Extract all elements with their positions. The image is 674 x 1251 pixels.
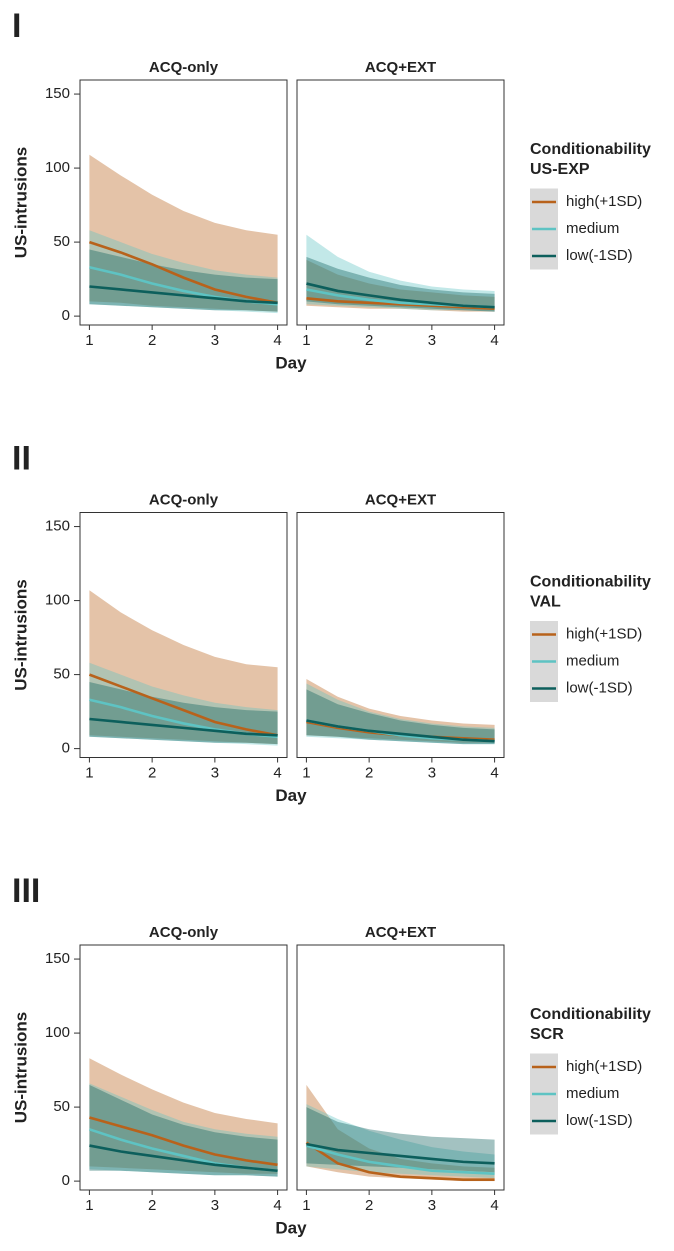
- trend-line: [89, 1144, 278, 1173]
- panel-border: [79, 944, 288, 1191]
- x-tick-label: 4: [490, 332, 498, 349]
- y-tick-label: 150: [45, 950, 70, 967]
- y-axis-label: US-intrusions: [11, 147, 30, 258]
- x-axis-label: Day: [275, 353, 307, 372]
- trend-line: [89, 1116, 278, 1167]
- trend-line: [306, 1142, 495, 1165]
- trend-line: [306, 719, 495, 743]
- y-tick-label: 50: [53, 666, 70, 683]
- legend-label: medium: [566, 220, 619, 237]
- legend-label: high(+1SD): [566, 1058, 642, 1075]
- facet-title: ACQ-only: [149, 924, 219, 941]
- x-tick-label: 1: [302, 332, 310, 349]
- x-axis-label: Day: [275, 1218, 307, 1237]
- legend-label: low(-1SD): [566, 679, 633, 696]
- trend-line: [89, 240, 278, 305]
- x-tick-label: 3: [211, 764, 219, 781]
- panel-border: [79, 79, 288, 326]
- trend-line: [305, 1141, 495, 1181]
- x-tick-label: 3: [428, 332, 436, 349]
- x-axis-label: Day: [275, 786, 307, 805]
- y-tick-label: 150: [45, 85, 70, 102]
- x-tick-label: 3: [428, 1197, 436, 1214]
- panel-border: [296, 79, 505, 326]
- confidence-band: [89, 249, 278, 312]
- confidence-band: [89, 590, 278, 745]
- panel-label: II: [12, 439, 31, 477]
- trend-line: [306, 282, 495, 309]
- x-tick-label: 2: [365, 764, 373, 781]
- legend-subtitle: SCR: [530, 1026, 564, 1043]
- x-tick-label: 3: [211, 332, 219, 349]
- x-tick-label: 4: [490, 1197, 498, 1214]
- y-tick-label: 150: [45, 518, 70, 535]
- facet-title: ACQ+EXT: [365, 491, 436, 508]
- y-tick-label: 100: [45, 592, 70, 609]
- legend-title: Conditionability: [530, 141, 651, 158]
- legend-title: Conditionability: [530, 1006, 651, 1023]
- panel-border: [296, 944, 505, 1191]
- y-tick-label: 0: [62, 1172, 70, 1189]
- legend-label: high(+1SD): [566, 625, 642, 642]
- panel-border: [296, 512, 505, 758]
- y-tick-label: 50: [53, 1098, 70, 1115]
- y-tick-label: 0: [62, 307, 70, 324]
- panel-border: [79, 512, 288, 758]
- trend-line: [306, 1144, 495, 1176]
- x-tick-label: 3: [428, 764, 436, 781]
- legend-label: medium: [566, 652, 619, 669]
- facet-title: ACQ+EXT: [365, 924, 436, 941]
- legend-subtitle: US-EXP: [530, 161, 590, 178]
- y-tick-label: 50: [53, 233, 70, 250]
- x-tick-label: 2: [365, 332, 373, 349]
- x-tick-label: 1: [302, 764, 310, 781]
- legend-title: Conditionability: [530, 574, 651, 591]
- trend-line: [88, 673, 278, 737]
- panel-label: III: [12, 872, 40, 910]
- confidence-band: [89, 154, 278, 312]
- x-tick-label: 2: [148, 1197, 156, 1214]
- facet-title: ACQ-only: [149, 59, 219, 76]
- x-tick-label: 2: [148, 764, 156, 781]
- y-axis-label: US-intrusions: [11, 579, 30, 690]
- x-tick-label: 1: [85, 332, 93, 349]
- trend-line: [89, 717, 278, 737]
- y-axis-label: US-intrusions: [11, 1012, 30, 1123]
- x-tick-label: 1: [85, 1197, 93, 1214]
- confidence-band: [89, 682, 278, 745]
- facet-title: ACQ-only: [149, 491, 219, 508]
- x-tick-label: 4: [490, 764, 498, 781]
- legend-subtitle: VAL: [530, 594, 561, 611]
- y-tick-label: 100: [45, 159, 70, 176]
- x-tick-label: 3: [211, 1197, 219, 1214]
- facet-title: ACQ+EXT: [365, 59, 436, 76]
- trend-line: [306, 297, 495, 311]
- x-tick-label: 4: [273, 1197, 281, 1214]
- trend-line: [89, 285, 278, 305]
- legend-label: low(-1SD): [566, 247, 633, 264]
- panel-label: I: [12, 7, 21, 45]
- confidence-band: [306, 1107, 495, 1173]
- confidence-band: [306, 679, 495, 743]
- x-tick-label: 1: [85, 764, 93, 781]
- y-tick-label: 100: [45, 1024, 70, 1041]
- y-tick-label: 0: [62, 740, 70, 757]
- legend-label: medium: [566, 1085, 619, 1102]
- legend-label: low(-1SD): [566, 1112, 633, 1129]
- x-tick-label: 4: [273, 764, 281, 781]
- legend-label: high(+1SD): [566, 193, 642, 210]
- x-tick-label: 2: [365, 1197, 373, 1214]
- x-tick-label: 4: [273, 332, 281, 349]
- x-tick-label: 1: [302, 1197, 310, 1214]
- x-tick-label: 2: [148, 332, 156, 349]
